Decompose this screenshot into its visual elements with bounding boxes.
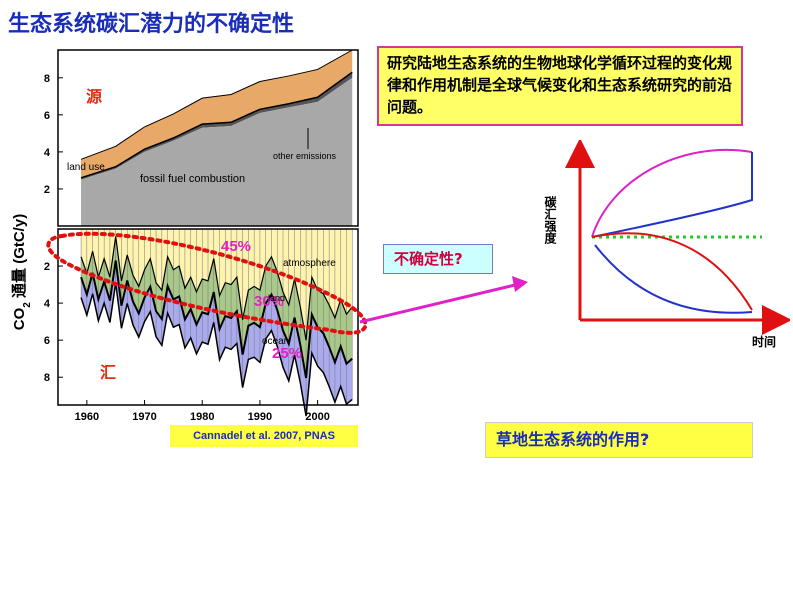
citation: Cannadel et al. 2007, PNAS: [170, 425, 358, 447]
area-fossil-fuel: [81, 77, 353, 226]
lower-red-curve: [591, 232, 753, 311]
source-tick-label: 6: [44, 110, 50, 122]
label-land-use: land use: [67, 162, 105, 173]
percent-ocean: 25%: [272, 345, 302, 362]
label-other-emissions: other emissions: [273, 151, 337, 161]
info-box: 研究陆地生态系统的生物地球化学循环过程的变化规律和作用机制是全球气候变化和生态系…: [377, 46, 743, 126]
label-fossil-fuel: fossil fuel combustion: [140, 173, 245, 185]
source-label: 源: [86, 87, 102, 106]
source-tick-label: 8: [44, 73, 50, 85]
line-fossil-plus-other: [80, 71, 353, 179]
sink-label: 汇: [100, 364, 116, 382]
y-axis-label-main: CO: [11, 307, 28, 330]
grassland-question: 草地生态系统的作用?: [485, 422, 753, 458]
sink-tick-label: 6: [44, 335, 50, 347]
x-tick-label: 1990: [248, 411, 272, 423]
label-ocean: ocean: [262, 336, 289, 347]
svg-text:CO2 通量 (GtC/y): CO2 通量 (GtC/y): [11, 214, 33, 330]
sink-strength-schematic: 碳汇强度 时间: [543, 140, 790, 349]
label-atmosphere: atmosphere: [283, 258, 336, 269]
source-frame: [57, 49, 359, 227]
x-axis: 1960 1970 1980 1990 2000: [75, 400, 330, 423]
uncertainty-label: 不确定性?: [383, 244, 493, 274]
sink-tick-label: 8: [44, 372, 50, 384]
label-land: land: [268, 293, 285, 303]
slide-title: 生态系统碳汇潜力的不确定性: [8, 12, 295, 37]
upper-magenta-curve: [591, 148, 753, 238]
magenta-arrowhead: [512, 276, 528, 292]
sink-tick-label: 2: [44, 261, 50, 273]
upper-blue-curve: [591, 152, 753, 238]
y-axis-label: CO2 通量 (GtC/y): [11, 214, 33, 330]
source-tick-label: 2: [44, 184, 50, 196]
x-tick-label: 1980: [190, 411, 214, 423]
x-tick-label: 1970: [132, 411, 156, 423]
sink-tick-label: 4: [44, 298, 51, 310]
line-total-emissions: [80, 49, 353, 160]
y-axis-label-rest: 通量 (GtC/y): [11, 214, 28, 302]
y-axis-label-sub: 2: [22, 302, 33, 308]
x-tick-label: 2000: [305, 411, 329, 423]
lower-blue-curve: [594, 244, 753, 314]
area-other-emissions: [81, 72, 353, 180]
source-tick-label: 4: [44, 147, 51, 159]
x-tick-label: 1960: [75, 411, 99, 423]
source-panel: 2 4 6 8 源 land use fossil fuel combustion other…: [44, 49, 359, 227]
schematic-x-label: 时间: [752, 334, 776, 349]
percent-atmosphere: 45%: [221, 238, 251, 255]
magenta-arrow-line: [359, 283, 516, 324]
area-land-use: [81, 50, 353, 178]
schematic-y-label: 碳汇强度: [543, 195, 557, 245]
